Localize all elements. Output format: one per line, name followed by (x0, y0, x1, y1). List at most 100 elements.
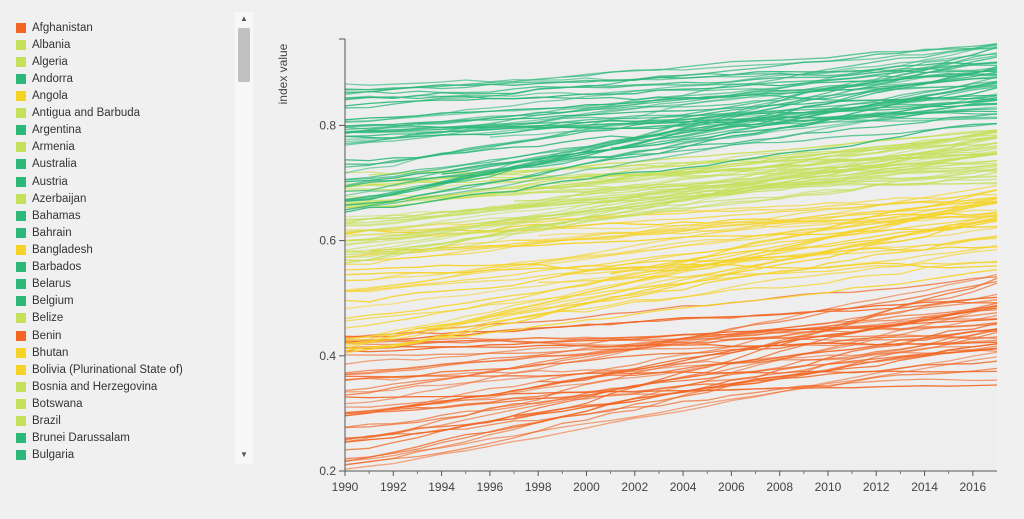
series-line-very-high[interactable] (344, 122, 998, 213)
legend-item[interactable]: Bahamas (16, 207, 234, 224)
series-line-very-high[interactable] (344, 98, 998, 143)
legend-item[interactable]: Botswana (16, 395, 234, 412)
series-line-very-high[interactable] (562, 47, 998, 78)
series-line-low[interactable] (344, 305, 998, 466)
series-line-very-high[interactable] (344, 103, 998, 134)
series-line-high[interactable] (344, 145, 998, 205)
series-line-high[interactable] (344, 171, 998, 242)
legend-item[interactable]: Belgium (16, 293, 234, 310)
series-line-medium[interactable] (538, 213, 998, 237)
legend-item[interactable]: Australia (16, 156, 234, 173)
series-line-high[interactable] (344, 150, 998, 233)
series-line-medium[interactable] (344, 269, 998, 350)
series-line-low[interactable] (513, 277, 998, 418)
legend-item[interactable]: Bosnia and Herzegovina (16, 378, 234, 395)
series-line-very-high[interactable] (344, 43, 998, 109)
series-line-low[interactable] (344, 309, 998, 375)
series-line-high[interactable] (344, 152, 998, 227)
series-line-medium[interactable] (344, 215, 998, 293)
series-line-very-high[interactable] (344, 97, 998, 183)
series-line-very-high[interactable] (344, 112, 998, 128)
legend-item[interactable]: Bangladesh (16, 241, 234, 258)
series-line-very-high[interactable] (344, 84, 998, 193)
series-line-low[interactable] (344, 328, 998, 414)
series-line-medium[interactable] (562, 197, 998, 275)
series-line-low[interactable] (344, 342, 998, 393)
legend-item[interactable]: Argentina (16, 122, 234, 139)
series-line-high[interactable] (344, 137, 998, 253)
series-line-medium[interactable] (344, 262, 998, 271)
series-line-very-high[interactable] (344, 80, 998, 181)
series-line-low[interactable] (344, 312, 998, 376)
scroll-thumb[interactable] (238, 28, 250, 82)
series-line-very-high[interactable] (344, 70, 998, 99)
series-line-low[interactable] (344, 349, 998, 381)
series-line-medium[interactable] (344, 196, 998, 234)
series-line-very-high[interactable] (344, 75, 998, 123)
legend-item[interactable]: Brazil (16, 413, 234, 430)
legend-item[interactable]: Angola (16, 87, 234, 104)
series-line-low[interactable] (393, 307, 998, 410)
series-line-low[interactable] (344, 347, 998, 415)
legend-item[interactable]: Azerbaijan (16, 190, 234, 207)
series-line-low[interactable] (344, 367, 998, 439)
series-line-high[interactable] (344, 141, 998, 256)
series-line-very-high[interactable] (344, 45, 998, 174)
legend-item[interactable]: Bulgaria (16, 447, 234, 464)
series-line-very-high[interactable] (344, 87, 998, 206)
series-line-low[interactable] (344, 299, 998, 392)
legend-item[interactable]: Belarus (16, 276, 234, 293)
legend-item[interactable]: Antigua and Barbuda (16, 105, 234, 122)
series-line-very-high[interactable] (344, 77, 998, 121)
series-line-medium[interactable] (344, 219, 998, 320)
legend-item[interactable]: Belize (16, 310, 234, 327)
series-line-medium[interactable] (344, 211, 998, 282)
legend-item[interactable]: Armenia (16, 139, 234, 156)
series-line-high[interactable] (344, 136, 998, 264)
scroll-down-arrow-icon[interactable]: ▼ (240, 450, 248, 459)
series-line-very-high[interactable] (344, 64, 998, 91)
scroll-up-arrow-icon[interactable]: ▲ (240, 14, 248, 23)
series-line-very-high[interactable] (344, 44, 998, 145)
series-line-low[interactable] (344, 327, 998, 466)
series-line-medium[interactable] (513, 248, 998, 320)
series-line-high[interactable] (344, 130, 998, 245)
legend-item[interactable]: Brunei Darussalam (16, 430, 234, 447)
series-line-low[interactable] (344, 351, 998, 470)
legend-item[interactable]: Benin (16, 327, 234, 344)
legend-item[interactable]: Afghanistan (16, 19, 234, 36)
legend-item[interactable]: Algeria (16, 53, 234, 70)
series-line-very-high[interactable] (344, 53, 998, 123)
series-line-low[interactable] (344, 329, 998, 429)
series-line-medium[interactable] (344, 237, 998, 293)
series-line-very-high[interactable] (344, 62, 998, 135)
series-line-medium[interactable] (344, 216, 998, 352)
series-line-very-high[interactable] (344, 46, 998, 201)
series-line-high[interactable] (344, 176, 998, 218)
series-line-low[interactable] (344, 378, 998, 408)
series-line-medium[interactable] (344, 235, 998, 340)
legend-scrollbar[interactable]: ▲ ▼ (235, 12, 253, 464)
series-line-high[interactable] (344, 129, 998, 188)
series-line-low[interactable] (344, 323, 998, 346)
legend-item[interactable]: Andorra (16, 70, 234, 87)
legend-item[interactable]: Bahrain (16, 224, 234, 241)
series-line-medium[interactable] (344, 220, 998, 303)
series-line-medium[interactable] (344, 218, 998, 342)
legend-item[interactable]: Austria (16, 173, 234, 190)
series-line-low[interactable] (344, 360, 998, 414)
series-line-high[interactable] (344, 152, 998, 247)
series-line-very-high[interactable] (344, 113, 998, 188)
series-line-very-high[interactable] (344, 99, 998, 211)
series-line-low[interactable] (344, 356, 998, 462)
series-line-high[interactable] (344, 150, 998, 262)
legend-item[interactable]: Barbados (16, 259, 234, 276)
series-line-low[interactable] (344, 282, 998, 441)
series-line-medium[interactable] (344, 193, 998, 231)
series-line-low[interactable] (344, 384, 998, 399)
legend-item[interactable]: Bhutan (16, 344, 234, 361)
legend-item[interactable]: Bolivia (Plurinational State of) (16, 361, 234, 378)
series-line-medium[interactable] (345, 201, 998, 262)
series-line-low[interactable] (344, 273, 998, 405)
series-line-very-high[interactable] (344, 72, 998, 95)
